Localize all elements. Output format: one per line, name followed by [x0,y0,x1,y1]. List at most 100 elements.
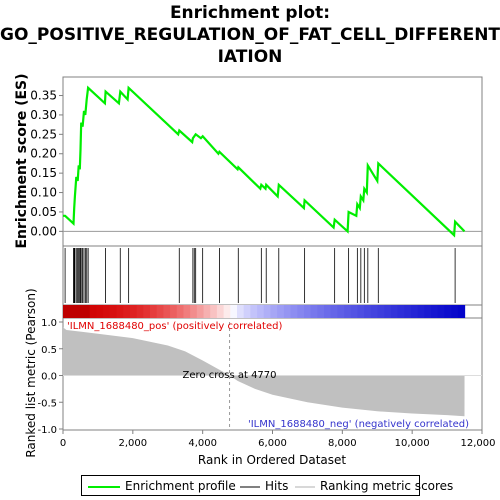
heatbar-segment [230,305,238,318]
heatbar-segment [129,305,138,318]
heatbar-segment [163,305,171,318]
es-panel-frame [62,76,483,247]
neg-correlated-label: 'ILMN_1688480_neg' (negatively correlate… [248,419,469,430]
x-tick-label: 10,000 [395,438,430,449]
chart-title: Enrichment plot: GO_POSITIVE_REGULATION_… [0,2,500,68]
heatbar-segment [431,305,439,318]
es-y-tick-label: 0.10 [30,186,57,200]
zero-cross-label: Zero cross at 4770 [183,370,277,381]
heatbar-segment [457,305,466,318]
heatbar-segment [357,305,365,318]
title-line-1: Enrichment plot: [169,3,331,23]
x-tick-label: 0 [60,438,66,449]
axes-group: 0.000.050.100.150.200.250.300.35-1.0-0.5… [30,89,495,449]
es-y-tick-label: 0.15 [30,166,57,180]
heatbar-segment [317,305,325,318]
heatbar-segment [330,305,338,318]
hit-marks [64,248,456,303]
title-line-3: IATION [217,47,283,67]
title-line-2: GO_POSITIVE_REGULATION_OF_FAT_CELL_DIFFE… [0,25,500,45]
heatbar-segment [116,305,124,318]
metric-x-axis-label: Rank in Ordered Dataset [198,453,346,467]
heatbar-segment [170,305,178,318]
heatbar-segment [444,305,452,318]
heatbar-segment [183,305,191,318]
heatbar-segment [203,305,211,318]
legend-hits-swatch [240,485,260,488]
heatbar-segment [83,305,91,318]
heatbar-segment [257,305,265,318]
legend-metric-label: Ranking metric scores [320,479,454,493]
heatbar-segment [136,305,144,318]
heatbar-segment [411,305,419,318]
metric-area-group [63,322,482,429]
metric-y-axis-label: Ranked list metric (Pearson) [24,288,38,457]
heatbar-segment [76,305,84,318]
heatbar-segment [384,305,392,318]
heatbar-segment [96,305,104,318]
heatbar-segment [390,305,399,318]
heatbar-segment [324,305,332,318]
heatbar-segment [176,305,185,318]
legend-metric-swatch [295,485,315,488]
heatbar-segment [297,305,305,318]
heatbar-segment [364,305,372,318]
x-tick-label: 6,000 [258,438,287,449]
heatbar-segment [283,305,292,318]
heatbar-segment [243,305,251,318]
metric-area [63,327,465,417]
heatbar-segment [397,305,405,318]
metric-y-tick-label: 0.0 [41,372,57,383]
x-tick-label: 12,000 [461,438,496,449]
metric-y-tick-label: 1.0 [41,318,57,329]
legend-item-hits: Hits [240,479,288,493]
es-y-tick-label: 0.00 [30,224,57,238]
heatbar-segment [237,305,245,318]
heatbar-segment [270,305,278,318]
enrichment-profile-line [63,85,466,238]
legend-item-enrichment: Enrichment profile [88,479,236,493]
legend-item-metric: Ranking metric scores [295,479,453,493]
hits-panel-frame [62,245,483,306]
heatbar-segment [156,305,164,318]
x-tick-label: 8,000 [328,438,357,449]
pos-correlated-label: 'ILMN_1688480_pos' (positively correlate… [67,321,282,332]
heatbar-segment [63,305,71,318]
heatbar-segment [196,305,205,318]
legend-enrichment-swatch [88,485,120,488]
heatbar-segment [277,305,285,318]
legend: Enrichment profile Hits Ranking metric s… [81,475,453,496]
es-y-axis-label: Enrichment score (ES) [14,73,30,248]
metric-y-tick-label: -1.0 [37,425,57,436]
heatbar-segment [123,305,131,318]
metric-y-tick-label: -0.5 [37,398,57,409]
heatbar-segment [263,305,272,318]
es-y-tick-label: 0.20 [30,147,57,161]
heatbar-segment [377,305,385,318]
rank-heatbar [63,305,466,318]
es-y-tick-label: 0.35 [30,89,57,103]
heatbar-segment [344,305,352,318]
heatbar-segment [424,305,432,318]
legend-hits-label: Hits [265,479,289,493]
heatbar-segment [417,305,425,318]
heatbar-segment [303,305,312,318]
heatbar-segment [190,305,198,318]
heatbar-segment [103,305,111,318]
heatbar-segment [223,305,231,318]
heatbar-segment [310,305,318,318]
heatbar-segment [143,305,151,318]
heatbar-segment [109,305,118,318]
metric-y-tick-label: 0.5 [41,345,57,356]
enrichment-line-group [63,85,466,238]
es-y-tick-label: 0.25 [30,127,57,141]
heatbar-segment [216,305,225,318]
heatbar-segment [437,305,446,318]
plot-svg: 0.000.050.100.150.200.250.300.35-1.0-0.5… [14,73,496,467]
x-tick-label: 2,000 [119,438,148,449]
heatbar-segment [350,305,359,318]
heatbar-segment [337,305,345,318]
heatbar-segment [150,305,158,318]
heatbar-segment [451,305,459,318]
heatbar-segment [370,305,379,318]
